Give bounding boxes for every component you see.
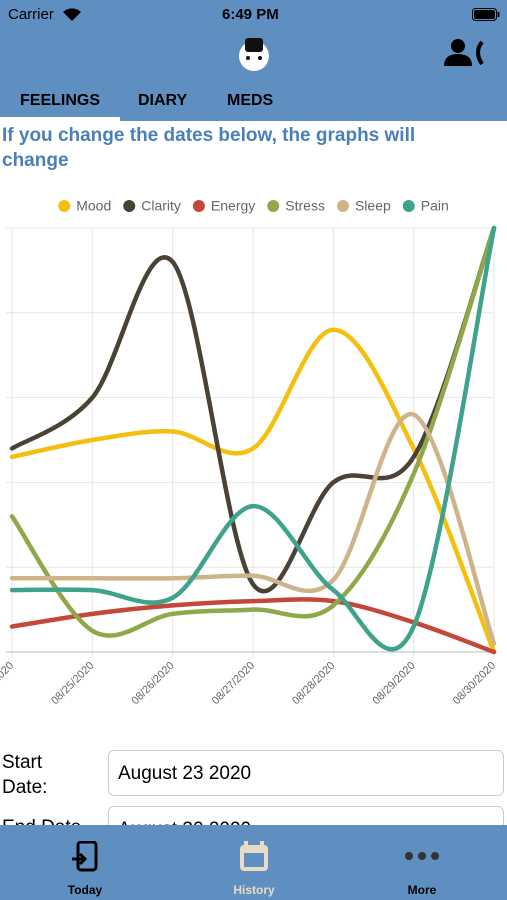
tab-more[interactable]: More <box>407 883 437 897</box>
legend-swatch <box>58 200 71 212</box>
x-tick-label: 08/27/2020 <box>210 660 257 707</box>
x-tick-label: 08/28/2020 <box>290 660 337 707</box>
series-line <box>9 225 497 652</box>
legend-swatch <box>123 200 136 212</box>
legend-label: Sleep <box>355 198 391 214</box>
tab-diary[interactable]: DIARY <box>138 92 188 109</box>
legend-swatch <box>336 200 349 212</box>
start-date-input[interactable]: August 23 2020 <box>108 750 504 796</box>
tab-meds[interactable]: MEDS <box>227 92 274 109</box>
tab-history[interactable]: History <box>233 883 275 897</box>
history-icon <box>240 841 268 871</box>
tab-bar: Today History More <box>0 825 507 900</box>
series-line <box>9 412 497 646</box>
x-tick-label: 08/29/2020 <box>370 660 417 707</box>
legend-label: Pain <box>421 198 449 214</box>
active-tab-indicator <box>0 117 120 121</box>
legend-label: Energy <box>211 198 255 214</box>
tab-feelings[interactable]: FEELINGS <box>20 92 101 109</box>
series-line <box>9 225 497 594</box>
wifi-icon <box>63 8 81 21</box>
clock: 6:49 PM <box>222 6 279 23</box>
x-tick-label: 08/26/2020 <box>129 660 176 707</box>
legend-label: Stress <box>285 198 325 214</box>
legend-swatch <box>267 200 280 212</box>
start-date-label: Start Date: <box>2 752 48 798</box>
chart: 08/24/2020 08/25/2020 08/26/2020 08/27/2020… <box>0 198 498 707</box>
legend-swatch <box>402 200 415 212</box>
legend-label: Clarity <box>141 198 181 214</box>
legend-label: Mood <box>76 198 111 214</box>
carrier: Carrier <box>8 6 54 23</box>
today-icon <box>72 841 98 872</box>
app-logo <box>239 38 269 71</box>
tab-today[interactable]: Today <box>67 883 103 897</box>
x-tick-label: 08/30/2020 <box>451 660 498 707</box>
x-tick-label: 08/25/2020 <box>49 660 96 707</box>
notice-text: If you change the dates below, the graph… <box>2 125 416 171</box>
x-tick-label: 08/24/2020 <box>0 660 16 707</box>
header: Carrier 6:49 PM FEELINGS DIARY MEDS <box>0 0 507 121</box>
more-icon <box>405 852 439 860</box>
battery-icon <box>472 8 500 21</box>
series-line <box>9 225 497 638</box>
legend-swatch <box>192 200 205 212</box>
series-line <box>9 327 497 655</box>
contact-call-button[interactable] <box>444 38 490 68</box>
